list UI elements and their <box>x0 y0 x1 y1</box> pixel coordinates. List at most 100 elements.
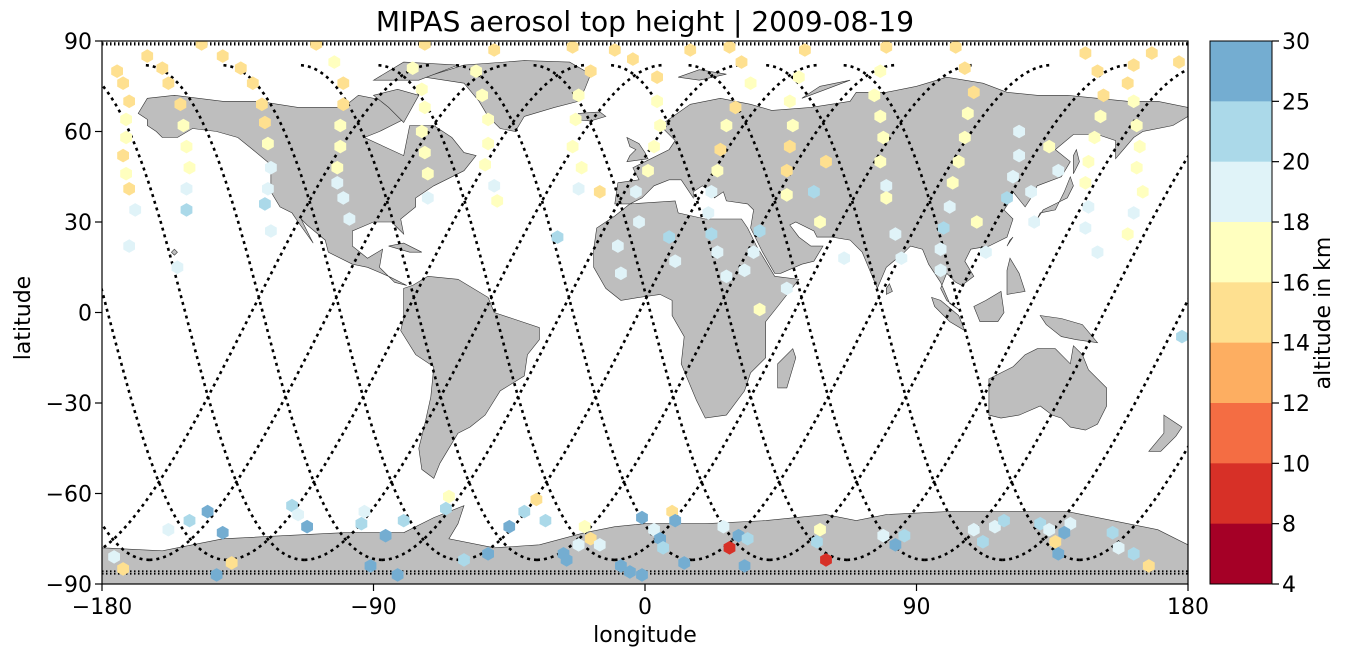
aerosol-point <box>735 55 748 69</box>
aerosol-point <box>1091 64 1104 78</box>
aerosol-point <box>174 97 187 112</box>
aerosol-point <box>732 528 745 543</box>
aerosol-point <box>874 64 887 78</box>
aerosol-point <box>177 118 190 133</box>
aerosol-point <box>1013 124 1025 139</box>
aerosol-point <box>958 130 971 145</box>
aerosol-point <box>265 224 277 238</box>
aerosol-point <box>874 109 887 124</box>
aerosol-point <box>421 166 434 181</box>
aerosol-point <box>814 215 826 229</box>
aerosol-point <box>415 82 428 97</box>
aerosol-point <box>729 100 742 115</box>
aerosol-point <box>262 136 274 151</box>
aerosol-point <box>738 263 751 278</box>
aerosol-point <box>970 215 983 229</box>
land-uk <box>626 136 649 163</box>
land-japan <box>1036 175 1074 220</box>
aerosol-point <box>868 88 881 103</box>
aerosol-point <box>572 182 585 196</box>
aerosol-point <box>998 513 1010 528</box>
aerosol-point <box>334 139 347 154</box>
aerosol-point <box>210 568 223 582</box>
aerosol-point <box>633 215 645 229</box>
colorbar-tick-label: 30 <box>1282 30 1310 55</box>
aerosol-point <box>1043 139 1056 154</box>
orbit-track <box>381 63 741 562</box>
aerosol-point <box>123 239 135 253</box>
aerosol-point <box>838 251 850 265</box>
orbit-track <box>102 82 305 562</box>
aerosol-point <box>141 49 154 63</box>
aerosol-point <box>1133 139 1146 154</box>
aerosol-point <box>358 504 371 519</box>
aerosol-point <box>651 70 663 84</box>
aerosol-point <box>566 41 579 54</box>
aerosol-point <box>669 254 682 268</box>
aerosol-point <box>654 118 666 133</box>
aerosol-point <box>482 112 494 127</box>
aerosol-point <box>967 522 980 537</box>
aerosol-point <box>943 200 956 214</box>
orbit-tracks <box>102 42 1188 575</box>
aerosol-point <box>1176 329 1188 344</box>
colorbar-band <box>1210 342 1272 404</box>
orbit-track <box>1079 444 1188 562</box>
y-tick-label: 60 <box>64 121 92 146</box>
aerosol-point <box>889 227 902 241</box>
aerosol-point <box>1094 109 1107 124</box>
aerosol-point <box>1130 160 1143 175</box>
aerosol-point <box>723 41 736 54</box>
aerosol-point <box>741 532 754 546</box>
aerosol-point <box>980 245 992 259</box>
aerosol-point <box>898 528 911 543</box>
aerosol-point <box>569 112 582 127</box>
x-tick-label: −90 <box>350 595 396 620</box>
land-philippines <box>1006 257 1026 295</box>
aerosol-point <box>1043 522 1056 537</box>
aerosol-point <box>880 41 893 54</box>
aerosol-point <box>458 553 470 567</box>
aerosol-point <box>702 206 715 220</box>
land-new-guinea <box>1039 315 1099 344</box>
y-tick-label: −60 <box>46 483 92 508</box>
aerosol-point <box>678 556 691 570</box>
aerosol-point <box>418 41 431 51</box>
orbit-track <box>686 63 925 562</box>
aerosol-point <box>1082 200 1095 214</box>
aerosol-point <box>717 519 730 534</box>
aerosol-point <box>720 118 733 133</box>
aerosol-point <box>331 160 344 175</box>
aerosol-point <box>518 504 531 519</box>
aerosol-point <box>1121 227 1134 241</box>
aerosol-point <box>575 160 588 175</box>
aerosol-point <box>799 43 811 57</box>
aerosol-point <box>961 106 974 121</box>
aerosol-point <box>1082 154 1095 169</box>
aerosol-point <box>820 154 832 169</box>
aerosol-point <box>630 185 642 199</box>
aerosol-point <box>934 242 947 256</box>
aerosol-point <box>1127 547 1140 561</box>
aerosol-point <box>183 513 196 528</box>
y-tick-label: 90 <box>64 30 92 55</box>
aerosol-point <box>612 239 624 253</box>
aerosol-point <box>530 492 543 507</box>
colorbar-tick-label: 10 <box>1282 452 1310 477</box>
aerosol-point <box>482 547 494 561</box>
aerosol-point <box>958 61 971 75</box>
aerosol-point <box>593 538 606 552</box>
aerosol-point <box>397 513 410 528</box>
colorbar-tick-label: 14 <box>1282 332 1310 357</box>
orbit-track <box>841 63 1080 562</box>
aerosol-point <box>934 263 947 278</box>
colorbar-band <box>1210 222 1272 283</box>
aerosol-point <box>1007 169 1019 184</box>
aerosol-point <box>783 139 796 154</box>
aerosol-point <box>584 64 597 78</box>
colorbar-band <box>1210 403 1272 464</box>
x-tick-label: 0 <box>638 595 652 620</box>
aerosol-point <box>977 535 989 549</box>
aerosol-point <box>1034 516 1047 531</box>
